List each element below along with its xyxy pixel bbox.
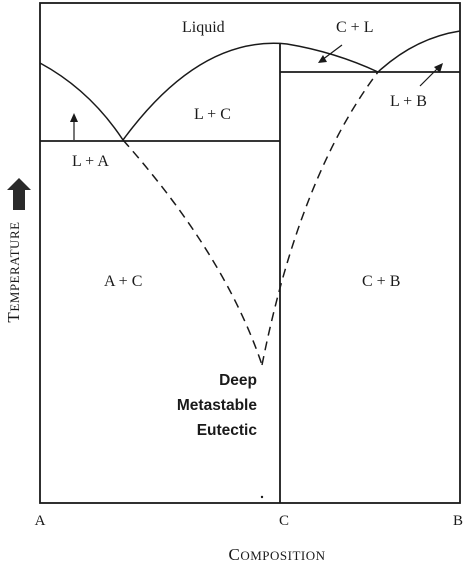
region-label-l-plus-b: L + B	[390, 93, 427, 110]
plot-frame	[39, 2, 461, 504]
y-axis-title-initial: T	[4, 312, 23, 323]
eutectic-label-line-1: Deep	[219, 372, 257, 389]
up-arrow-icon	[7, 178, 31, 210]
eutectic-label-line-2: Metastable	[177, 397, 257, 414]
arrow-l-plus-b	[419, 63, 443, 87]
liquidus-curve-b-side	[377, 30, 461, 73]
metastable-curve-left	[122, 139, 263, 366]
region-label-l-plus-c: L + C	[194, 106, 231, 123]
region-label-liquid: Liquid	[182, 19, 225, 36]
x-tick-label-a: A	[35, 513, 46, 529]
liquidus-curve-c-dome	[122, 42, 379, 141]
x-axis-title-initial: C	[228, 545, 240, 564]
region-label-a-plus-c: A + C	[104, 273, 142, 290]
region-label-c-plus-l: C + L	[336, 19, 373, 36]
x-tick-label-c: C	[279, 513, 289, 529]
liquidus-curve-a-side	[39, 62, 124, 141]
x-axis-title: COMPOSITION	[228, 545, 325, 564]
region-label-c-plus-b: C + B	[362, 273, 400, 290]
x-axis-title-rest: OMPOSITION	[240, 548, 325, 563]
region-label-l-plus-a: L + A	[72, 153, 109, 170]
arrow-c-plus-l	[318, 44, 343, 63]
y-axis-title: TEMPERATURE	[4, 221, 23, 322]
metastable-curve-right	[261, 71, 379, 366]
y-axis-title-rest: EMPERATURE	[7, 221, 22, 311]
arrow-l-plus-a	[70, 113, 78, 140]
x-tick-label-b: B	[453, 513, 463, 529]
eutectic-label-line-3: Eutectic	[197, 422, 258, 439]
bottom-dot-mark	[260, 495, 264, 499]
